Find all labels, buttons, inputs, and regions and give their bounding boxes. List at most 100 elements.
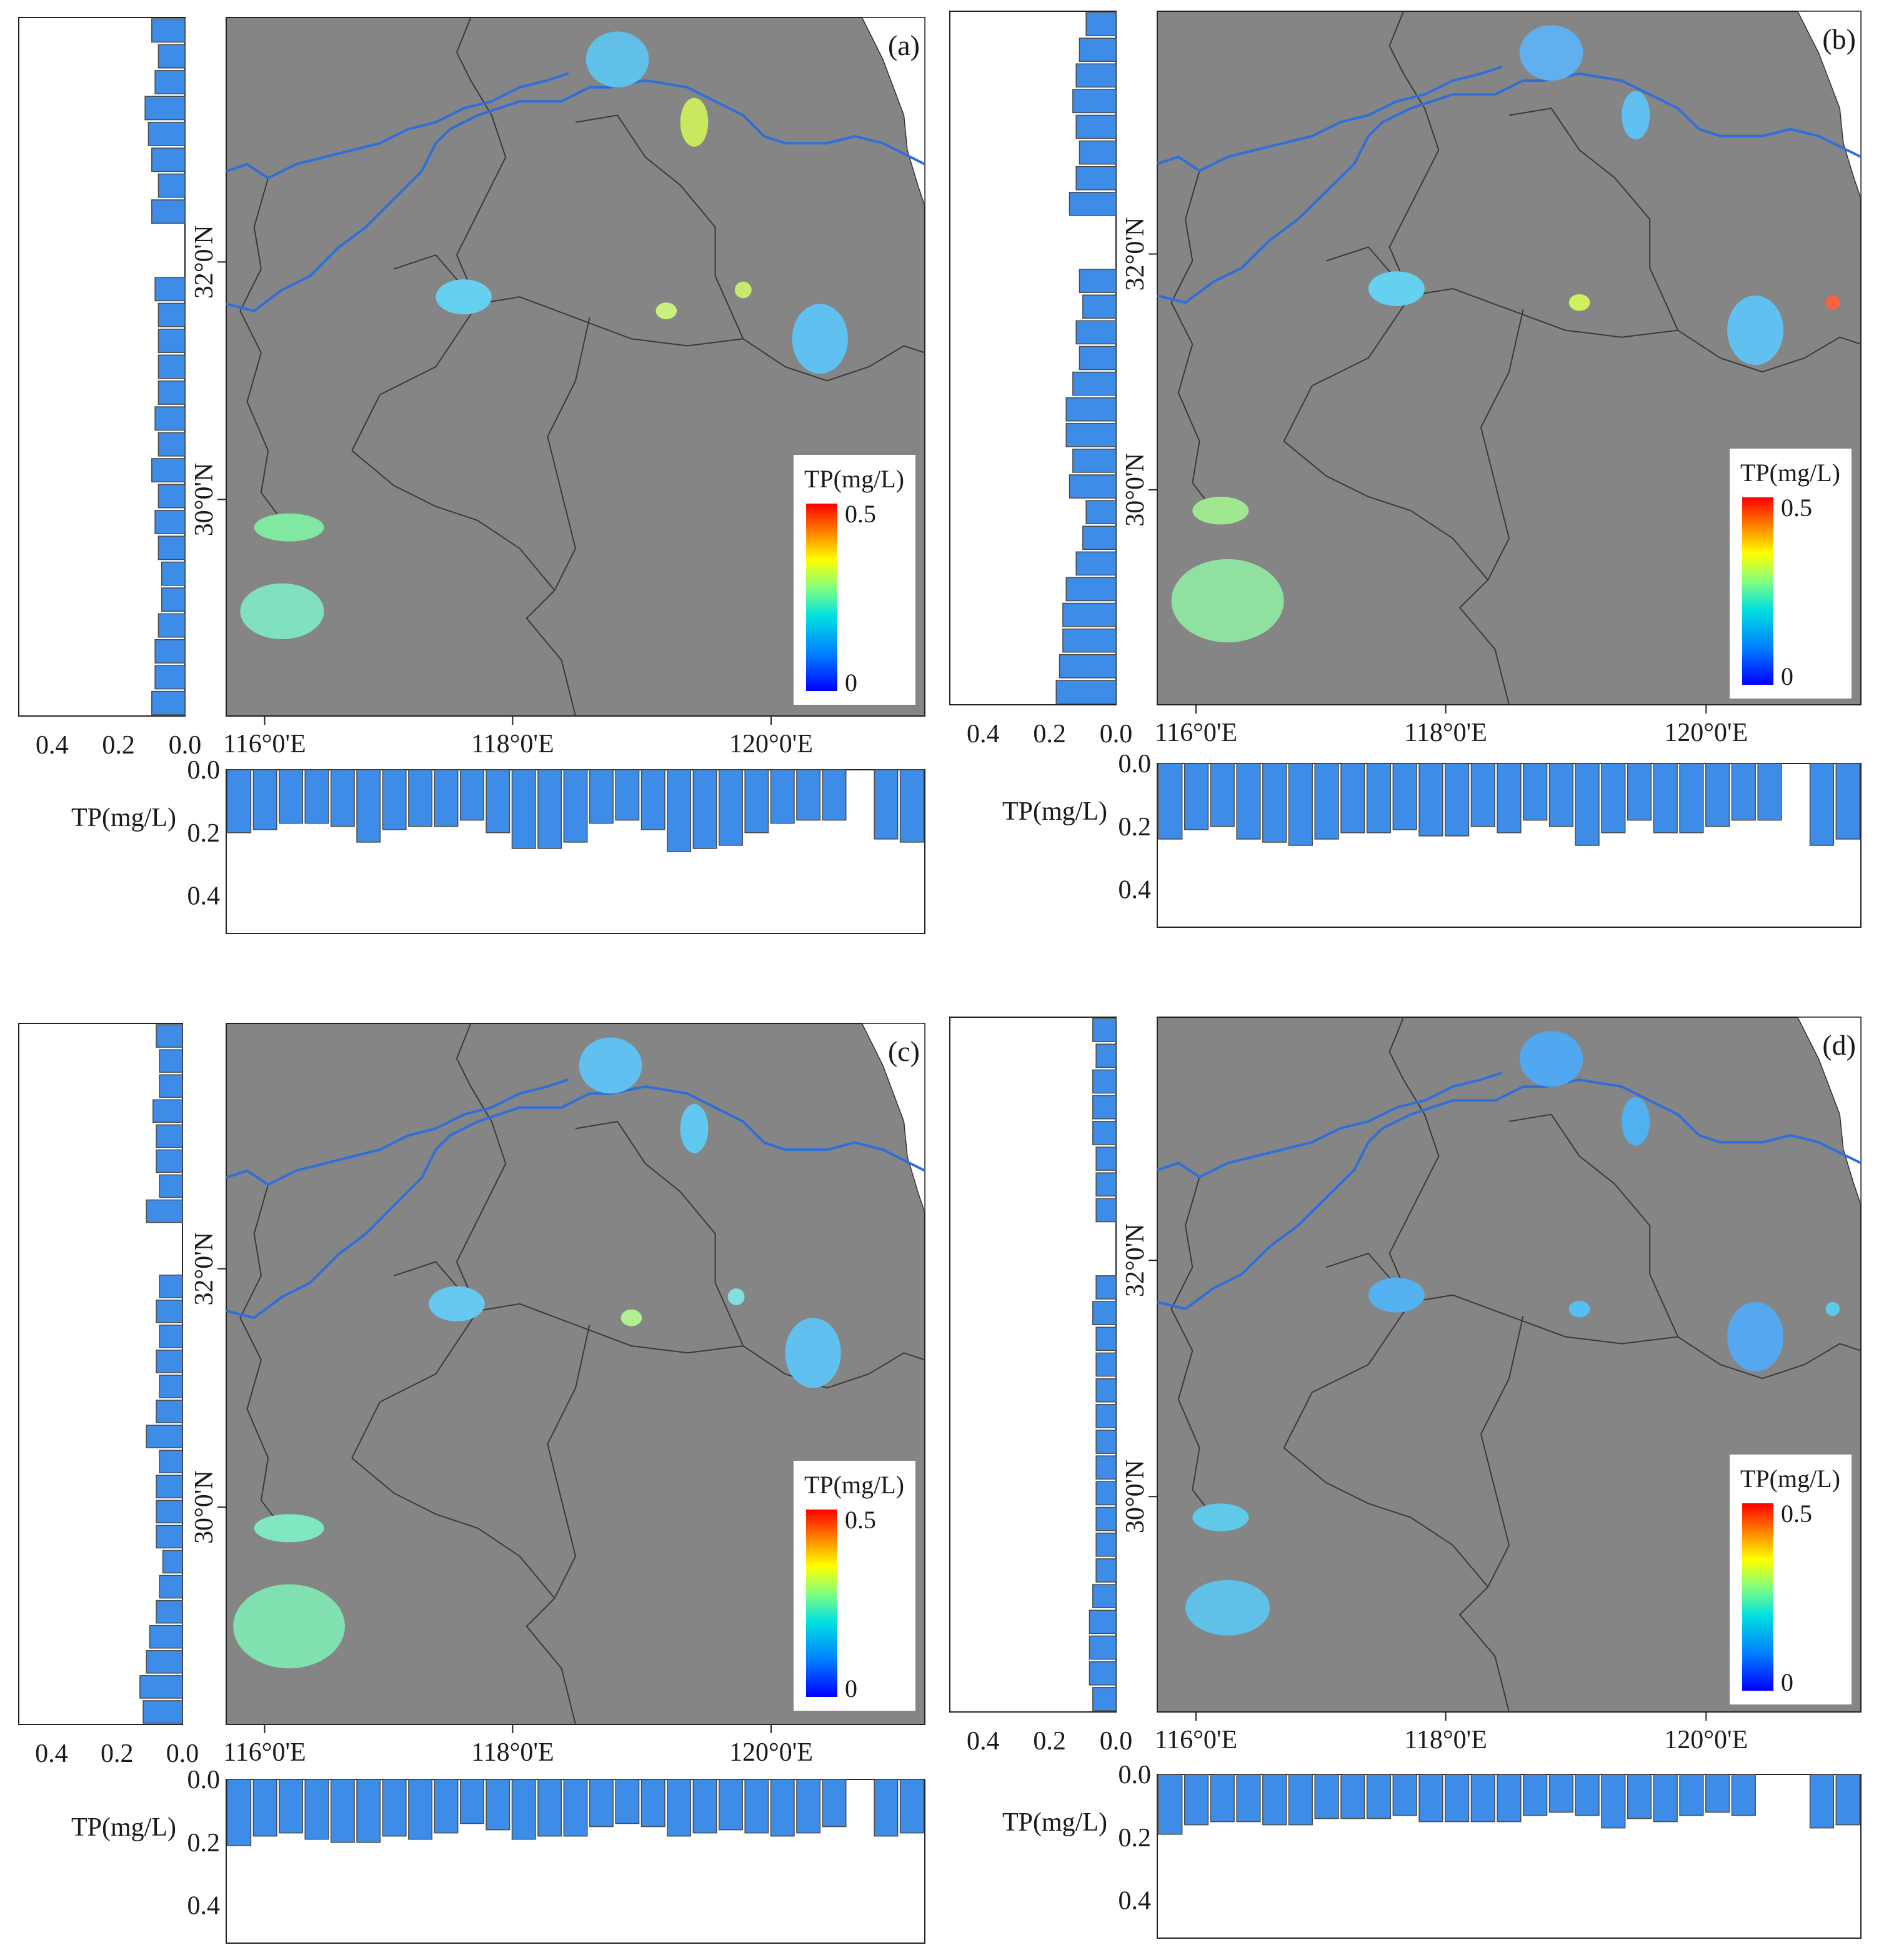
lake <box>429 1286 485 1321</box>
lon-profile-bar <box>1575 763 1600 846</box>
province-boundary <box>575 1121 744 1346</box>
lon-tick-label: 120°0'E <box>1664 1726 1748 1754</box>
lon-profile-bar <box>1184 763 1209 830</box>
lat-profile-bar <box>1095 1532 1117 1557</box>
lat-profile-tick-label: 0.0 <box>1100 1727 1133 1756</box>
lon-profile-bar <box>1314 1774 1339 1819</box>
lon-profile-bar <box>408 1779 433 1840</box>
lat-profile-bar <box>1095 1043 1117 1068</box>
lon-profile-bar <box>434 1779 459 1834</box>
lon-tick-label: 118°0'E <box>1404 1726 1487 1754</box>
legend-colorbar <box>806 1510 837 1697</box>
lon-profile-bar <box>1288 1774 1313 1826</box>
lon-profile-bar <box>1262 763 1287 843</box>
legend-colorbar <box>1742 497 1773 685</box>
province-boundary <box>239 1184 283 1529</box>
lat-profile-bar <box>1095 1352 1117 1377</box>
lon-profile-bar <box>1627 763 1652 821</box>
lake <box>680 1104 709 1153</box>
lat-profile-bar <box>156 1525 183 1549</box>
lat-profile-bar <box>1095 1481 1117 1506</box>
lat-profile-bar <box>1082 525 1117 550</box>
lat-profile-tick-label: 0.2 <box>101 1739 134 1768</box>
lake <box>254 1514 324 1543</box>
lat-profile-bar <box>1092 1120 1117 1145</box>
lon-profile-bar <box>822 769 847 821</box>
lon-profile-bar <box>1340 1774 1365 1819</box>
lake <box>680 97 709 147</box>
lon-profile-bar <box>615 1779 640 1824</box>
lon-profile-bar <box>1523 763 1548 821</box>
lon-profile-bar <box>667 1779 692 1837</box>
panel-d: (d) TP(mg/L) 0.5 0 116°0'E 118°0'E 120°0'E 32°0… <box>949 1017 1862 1939</box>
province-boundary <box>1508 107 1679 331</box>
lon-profile-bar <box>304 769 329 824</box>
lon-tick-label: 120°0'E <box>729 1738 813 1767</box>
lake <box>436 279 492 315</box>
lon-tick-label: 120°0'E <box>1664 719 1748 747</box>
lake <box>1192 497 1249 525</box>
lat-profile-bar <box>151 147 186 172</box>
lat-profile-bar <box>1082 294 1117 319</box>
lon-profile-bar <box>1731 1774 1756 1816</box>
huai-river <box>1157 1072 1503 1179</box>
lon-profile-bar <box>1497 763 1522 833</box>
province-boundary <box>456 17 507 304</box>
lat-profile-bar <box>1095 1147 1117 1171</box>
lat-profile-bar <box>157 354 186 379</box>
lon-profile-tick-label: 0.4 <box>1119 1887 1152 1916</box>
lon-profile-tick-label: 0.0 <box>1119 750 1152 779</box>
lat-profile-bar <box>156 1599 183 1624</box>
lon-profile-bar <box>1158 763 1183 840</box>
lat-profile-bar <box>1062 602 1117 627</box>
lat-profile-bar <box>147 121 186 146</box>
lat-profile-tick-label: 0.4 <box>36 731 69 760</box>
huai-river <box>226 1078 569 1186</box>
lon-profile-bar <box>589 769 614 824</box>
lon-profile-axis-title: TP(mg/L) <box>71 1813 176 1842</box>
lat-profile-tick-label: 0.2 <box>1033 1727 1066 1756</box>
lat-profile-bar <box>1095 1378 1117 1403</box>
lon-profile-bar <box>1523 1774 1548 1816</box>
lake <box>1185 1579 1270 1636</box>
lat-profile-bar <box>1065 423 1117 447</box>
legend-min-label: 0 <box>845 1674 857 1703</box>
lat-profile-bar <box>156 1400 183 1423</box>
lon-profile-bar <box>1497 1774 1522 1823</box>
province-boundary <box>1283 1447 1488 1588</box>
sea-area <box>861 17 925 207</box>
lon-profile-bar <box>1548 763 1574 827</box>
lon-profile-bar <box>279 769 303 824</box>
lat-profile-bar <box>149 1624 183 1649</box>
lon-tick-label: 116°0'E <box>1155 1726 1237 1754</box>
lon-profile-bar <box>252 769 277 830</box>
panel-a: (a) TP(mg/L) 0.5 0 116°0'E 118°0'E 120°0'E 32°0… <box>18 17 925 934</box>
province-boundary <box>456 1023 507 1311</box>
lon-profile-bar <box>796 769 821 821</box>
lat-profile-tick-label: 0.0 <box>169 731 202 760</box>
lake <box>1519 25 1583 81</box>
lon-profile-bar <box>356 1779 381 1843</box>
lon-profile-bar <box>1210 1774 1235 1823</box>
lat-profile-bar <box>1092 1584 1117 1609</box>
lat-profile-bar <box>1075 114 1117 139</box>
lat-profile-bar <box>1095 1558 1117 1583</box>
lon-profile-bar <box>1262 1774 1287 1826</box>
lon-profile-tick-label: 0.2 <box>187 819 221 848</box>
legend-colorbar <box>806 504 837 691</box>
lake <box>785 1318 841 1388</box>
lon-profile-bar <box>1601 1774 1626 1829</box>
lon-profile-bar <box>1366 1774 1392 1819</box>
lon-profile-bar <box>1601 763 1626 833</box>
lat-profile-tick-label: 0.2 <box>102 731 135 760</box>
province-boundary <box>351 1261 479 1459</box>
lon-profile-bar <box>1809 1774 1835 1829</box>
lake <box>1622 1097 1650 1146</box>
lat-profile-bar <box>154 70 186 94</box>
lat-profile-bar <box>156 1124 183 1148</box>
lon-tick-label: 118°0'E <box>471 730 554 759</box>
lake <box>792 304 849 374</box>
legend-max-label: 0.5 <box>1781 1500 1812 1528</box>
lon-profile-bar <box>1236 763 1261 840</box>
lake <box>586 31 649 87</box>
